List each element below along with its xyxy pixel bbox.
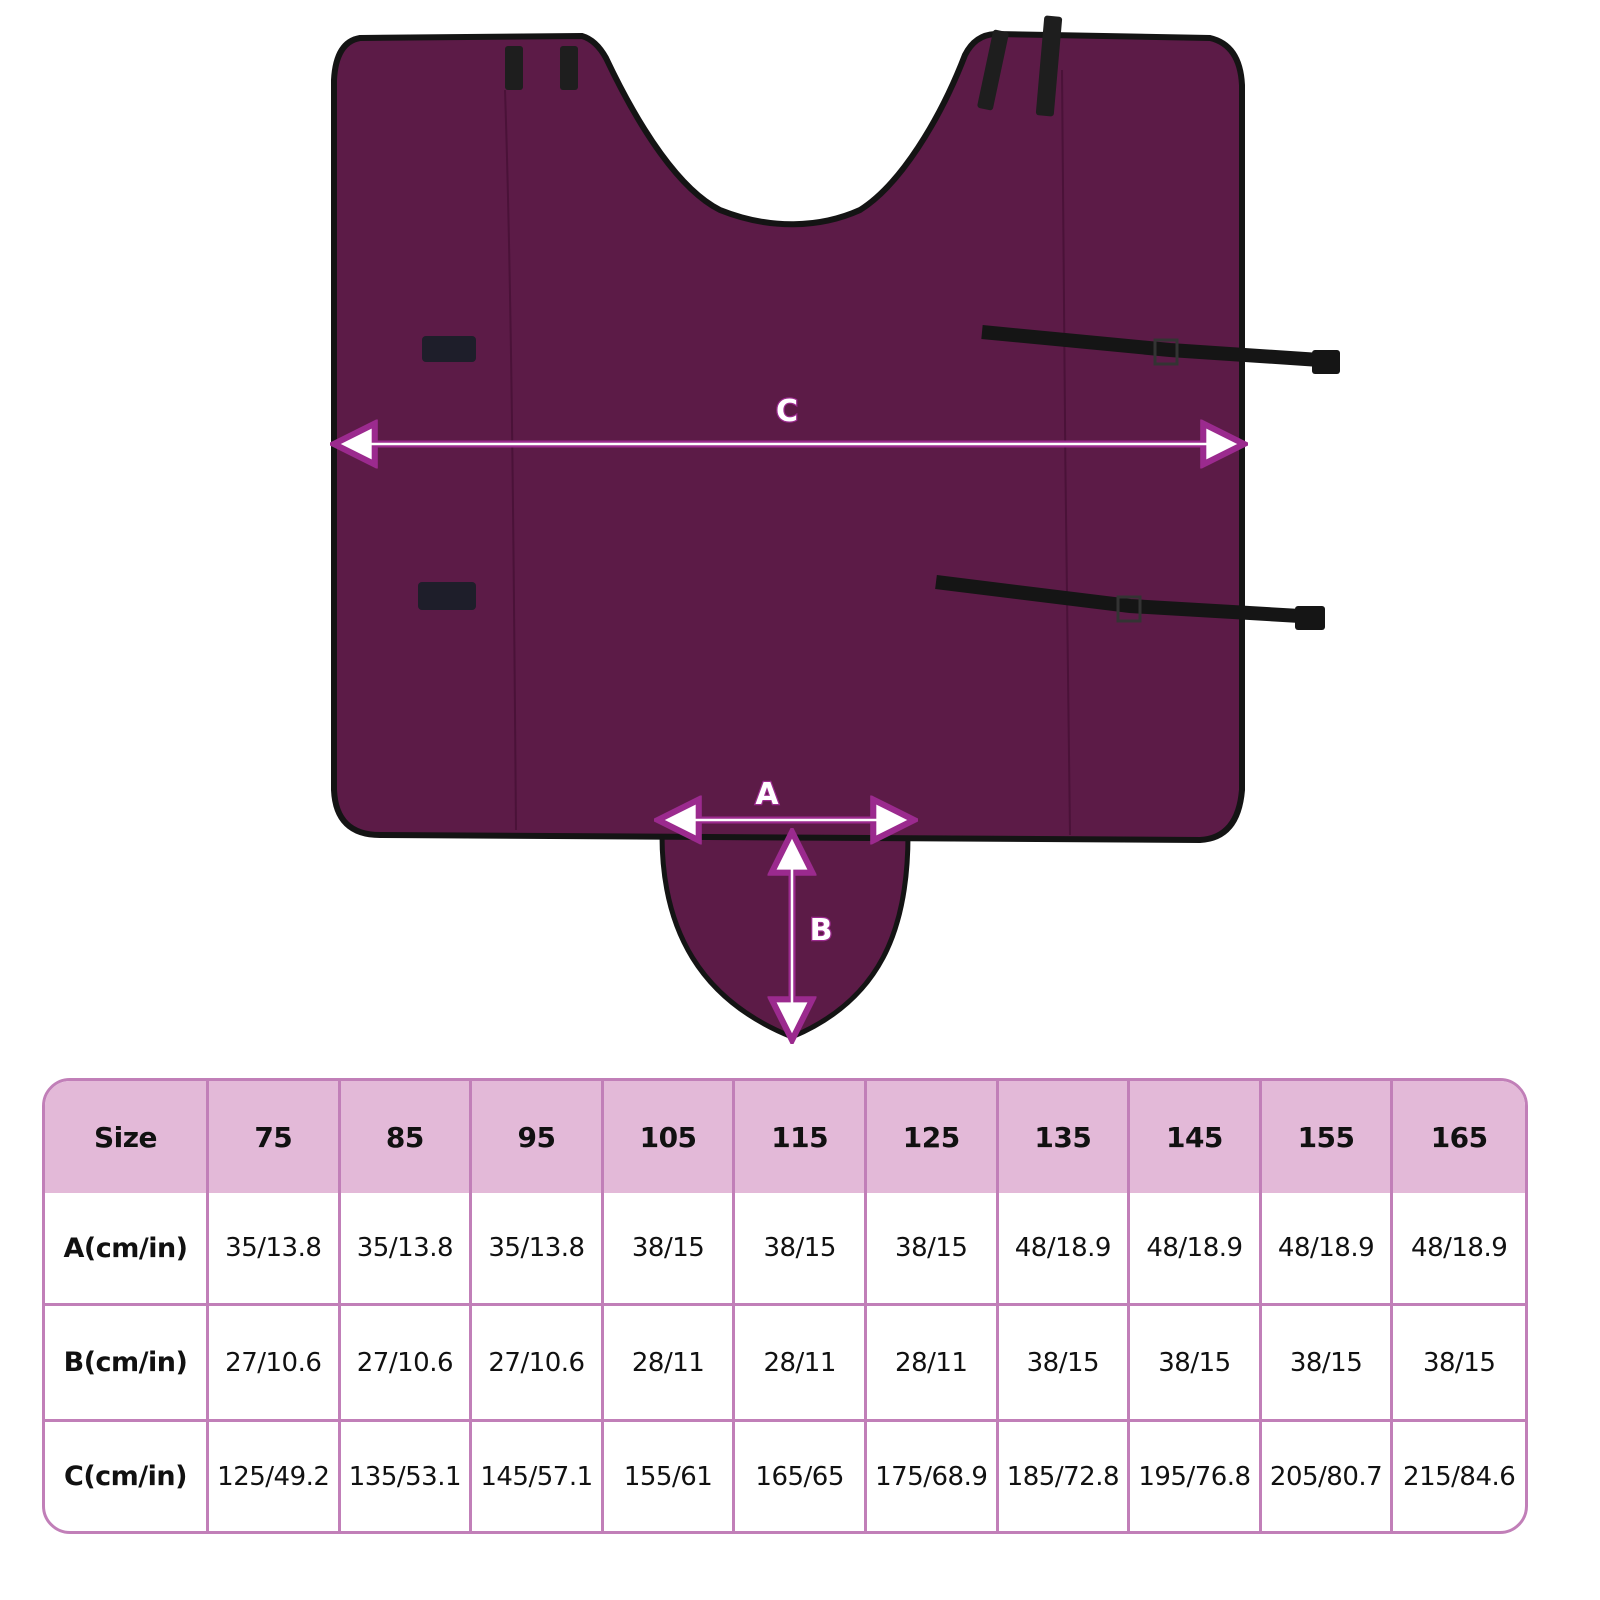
dimension-label-c: C bbox=[776, 394, 798, 429]
header-cell: Size bbox=[45, 1081, 209, 1193]
table-cell: 155/61 bbox=[604, 1422, 736, 1531]
table-cell: 38/15 bbox=[603, 1193, 736, 1306]
table-cell: 27/10.6 bbox=[472, 1306, 604, 1422]
table-cell: 27/10.6 bbox=[209, 1306, 341, 1422]
table-cell: 135/53.1 bbox=[341, 1422, 473, 1531]
side-buckle-icon bbox=[418, 336, 476, 610]
table-cell: 185/72.8 bbox=[999, 1422, 1131, 1531]
size-chart-table: Size 75 85 95 105 115 125 135 145 155 16… bbox=[42, 1078, 1528, 1534]
header-cell: 145 bbox=[1130, 1081, 1262, 1193]
table-cell: 145/57.1 bbox=[472, 1422, 604, 1531]
table-cell: 38/15 bbox=[1261, 1306, 1394, 1422]
strap-icon bbox=[935, 325, 1340, 630]
header-cell: 165 bbox=[1393, 1081, 1525, 1193]
table-cell: 205/80.7 bbox=[1262, 1422, 1394, 1531]
table-cell: 175/68.9 bbox=[867, 1422, 999, 1531]
table-cell: 48/18.9 bbox=[1393, 1193, 1525, 1306]
header-cell: 85 bbox=[340, 1081, 473, 1193]
table-cell: 35/13.8 bbox=[340, 1193, 473, 1306]
dimension-label-a: A bbox=[755, 777, 779, 812]
table-cell: 28/11 bbox=[735, 1306, 867, 1422]
table-cell: 38/15 bbox=[866, 1193, 999, 1306]
header-cell: 95 bbox=[472, 1081, 604, 1193]
header-cell: 105 bbox=[603, 1081, 736, 1193]
table-cell: 215/84.6 bbox=[1403, 1461, 1516, 1492]
tail-flap bbox=[659, 832, 911, 1040]
table-cell: 35/13.8 bbox=[472, 1193, 604, 1306]
table-cell: 125/49.2 bbox=[209, 1422, 341, 1531]
header-cell: 115 bbox=[735, 1081, 867, 1193]
table-cell: 48/18.9 bbox=[1130, 1193, 1262, 1306]
horse-blanket-diagram: C A B bbox=[0, 15, 1340, 1070]
table-row: B(cm/in) 27/10.6 27/10.6 27/10.6 28/11 28/11 2… bbox=[45, 1306, 1525, 1422]
buckle-icon bbox=[505, 15, 1063, 117]
table-cell: 48/18.9 bbox=[998, 1193, 1131, 1306]
table-row: C(cm/in) 125/49.2 135/53.1 145/57.1 155/61 16… bbox=[45, 1422, 1525, 1531]
row-label: B(cm/in) bbox=[45, 1306, 209, 1422]
table-cell: 195/76.8 bbox=[1130, 1422, 1262, 1531]
table-cell: 38/15 bbox=[1393, 1306, 1525, 1422]
table-cell: 165/65 bbox=[735, 1422, 867, 1531]
table-row: A(cm/in) 35/13.8 35/13.8 35/13.8 38/15 38/15 3… bbox=[45, 1193, 1525, 1306]
table-cell: 48/18.9 bbox=[1261, 1193, 1394, 1306]
dimension-label-b: B bbox=[810, 913, 833, 948]
table-cell: 28/11 bbox=[603, 1306, 736, 1422]
header-cell: 75 bbox=[209, 1081, 341, 1193]
row-label: A(cm/in) bbox=[45, 1193, 209, 1306]
header-cell: 155 bbox=[1261, 1081, 1394, 1193]
header-cell: 135 bbox=[998, 1081, 1131, 1193]
table-cell: 35/13.8 bbox=[209, 1193, 341, 1306]
header-cell: 125 bbox=[866, 1081, 999, 1193]
table-cell: 38/15 bbox=[735, 1193, 867, 1306]
table-cell: 27/10.6 bbox=[340, 1306, 473, 1422]
blanket-body bbox=[331, 30, 1245, 844]
table-cell: 38/15 bbox=[1130, 1306, 1262, 1422]
table-header-row: Size 75 85 95 105 115 125 135 145 155 16… bbox=[45, 1081, 1525, 1193]
table-cell: 38/15 bbox=[998, 1306, 1131, 1422]
row-label: C(cm/in) bbox=[45, 1422, 209, 1531]
table-cell: 28/11 bbox=[866, 1306, 999, 1422]
